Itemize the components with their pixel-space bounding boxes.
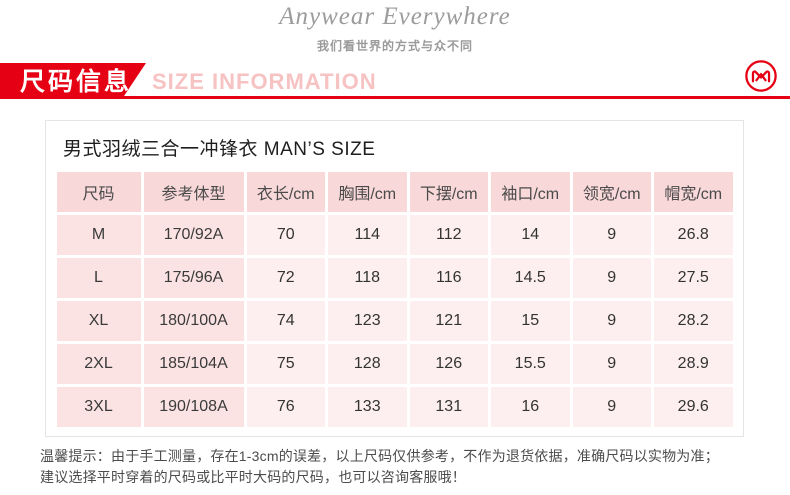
cell-hood: 29.6 (654, 387, 733, 427)
cell-cuff: 16 (491, 387, 570, 427)
size-chart-title: 男式羽绒三合一冲锋衣 MAN’S SIZE (63, 139, 376, 160)
size-chart-card: 男式羽绒三合一冲锋衣 MAN’S SIZE 尺码 参考体型 衣长/cm 胸围/c… (45, 120, 744, 437)
table-row-l: L 175/96A 72 118 116 14.5 9 27.5 (56, 258, 733, 298)
column-header-collar: 领宽/cm (572, 172, 651, 212)
cell-length: 74 (246, 301, 325, 341)
cell-chest: 118 (328, 258, 407, 298)
cell-length: 76 (246, 387, 325, 427)
cell-size: XL (56, 301, 141, 341)
cell-body-type: 190/108A (143, 387, 244, 427)
table-row-2xl: 2XL 185/104A 75 128 126 15.5 9 28.9 (56, 344, 733, 384)
cell-hood: 28.9 (654, 344, 733, 384)
cell-collar: 9 (572, 301, 651, 341)
cell-collar: 9 (572, 215, 651, 255)
measurement-notice: 温馨提示：由于手工测量，存在1-3cm的误差，以上尺码仅供参考，不作为退货依据，… (40, 446, 758, 488)
notice-line-2: 建议选择平时穿着的尺码或比平时大码的尺码，也可以咨询客服哦！ (40, 469, 466, 485)
cell-size: 2XL (56, 344, 141, 384)
cell-size: L (56, 258, 141, 298)
cell-cuff: 15.5 (491, 344, 570, 384)
cell-hood: 26.8 (654, 215, 733, 255)
cell-cuff: 14 (491, 215, 570, 255)
table-row-xl: XL 180/100A 74 123 121 15 9 28.2 (56, 301, 733, 341)
cell-size: 3XL (56, 387, 141, 427)
m-monogram-icon (744, 59, 778, 93)
cell-hood: 27.5 (654, 258, 733, 298)
cell-body-type: 185/104A (143, 344, 244, 384)
column-header-size: 尺码 (56, 172, 141, 212)
cell-collar: 9 (572, 258, 651, 298)
size-table: 尺码 参考体型 衣长/cm 胸围/cm 下摆/cm 袖口/cm 领宽/cm 帽宽… (54, 169, 736, 430)
column-header-body-type: 参考体型 (143, 172, 244, 212)
cell-body-type: 175/96A (143, 258, 244, 298)
cell-chest: 128 (328, 344, 407, 384)
cell-body-type: 180/100A (143, 301, 244, 341)
column-header-length: 衣长/cm (246, 172, 325, 212)
brand-slogan-chinese: 我们看世界的方式与众不同 (316, 39, 473, 53)
cell-collar: 9 (572, 344, 651, 384)
cell-collar: 9 (572, 387, 651, 427)
table-row-3xl: 3XL 190/108A 76 133 131 16 9 29.6 (56, 387, 733, 427)
banner-title-chinese: 尺码信息 (20, 67, 133, 96)
cell-chest: 133 (328, 387, 407, 427)
cell-chest: 123 (328, 301, 407, 341)
banner-title-english: SIZE INFORMATION (152, 69, 377, 94)
cell-body-type: 170/92A (143, 215, 244, 255)
table-row-m: M 170/92A 70 114 112 14 9 26.8 (56, 215, 733, 255)
notice-line-1: 温馨提示：由于手工测量，存在1-3cm的误差，以上尺码仅供参考，不作为退货依据，… (40, 448, 719, 464)
banner-flag: 尺码信息 (0, 63, 146, 96)
banner-divider-line (0, 96, 790, 99)
cell-cuff: 14.5 (491, 258, 570, 298)
column-header-chest: 胸围/cm (328, 172, 407, 212)
cell-chest: 114 (328, 215, 407, 255)
cell-cuff: 15 (491, 301, 570, 341)
section-banner: 尺码信息 SIZE INFORMATION (0, 59, 790, 103)
cell-length: 70 (246, 215, 325, 255)
cell-hem: 116 (409, 258, 488, 298)
cell-size: M (56, 215, 141, 255)
column-header-hood: 帽宽/cm (654, 172, 733, 212)
cell-hem: 112 (409, 215, 488, 255)
column-header-hem: 下摆/cm (409, 172, 488, 212)
column-header-cuff: 袖口/cm (491, 172, 570, 212)
cell-hem: 121 (409, 301, 488, 341)
cell-length: 72 (246, 258, 325, 298)
cell-hem: 131 (409, 387, 488, 427)
brand-slogan-english: Anywear Everywhere (279, 3, 511, 30)
cell-hem: 126 (409, 344, 488, 384)
table-header-row: 尺码 参考体型 衣长/cm 胸围/cm 下摆/cm 袖口/cm 领宽/cm 帽宽… (56, 172, 733, 212)
cell-hood: 28.2 (654, 301, 733, 341)
cell-length: 75 (246, 344, 325, 384)
